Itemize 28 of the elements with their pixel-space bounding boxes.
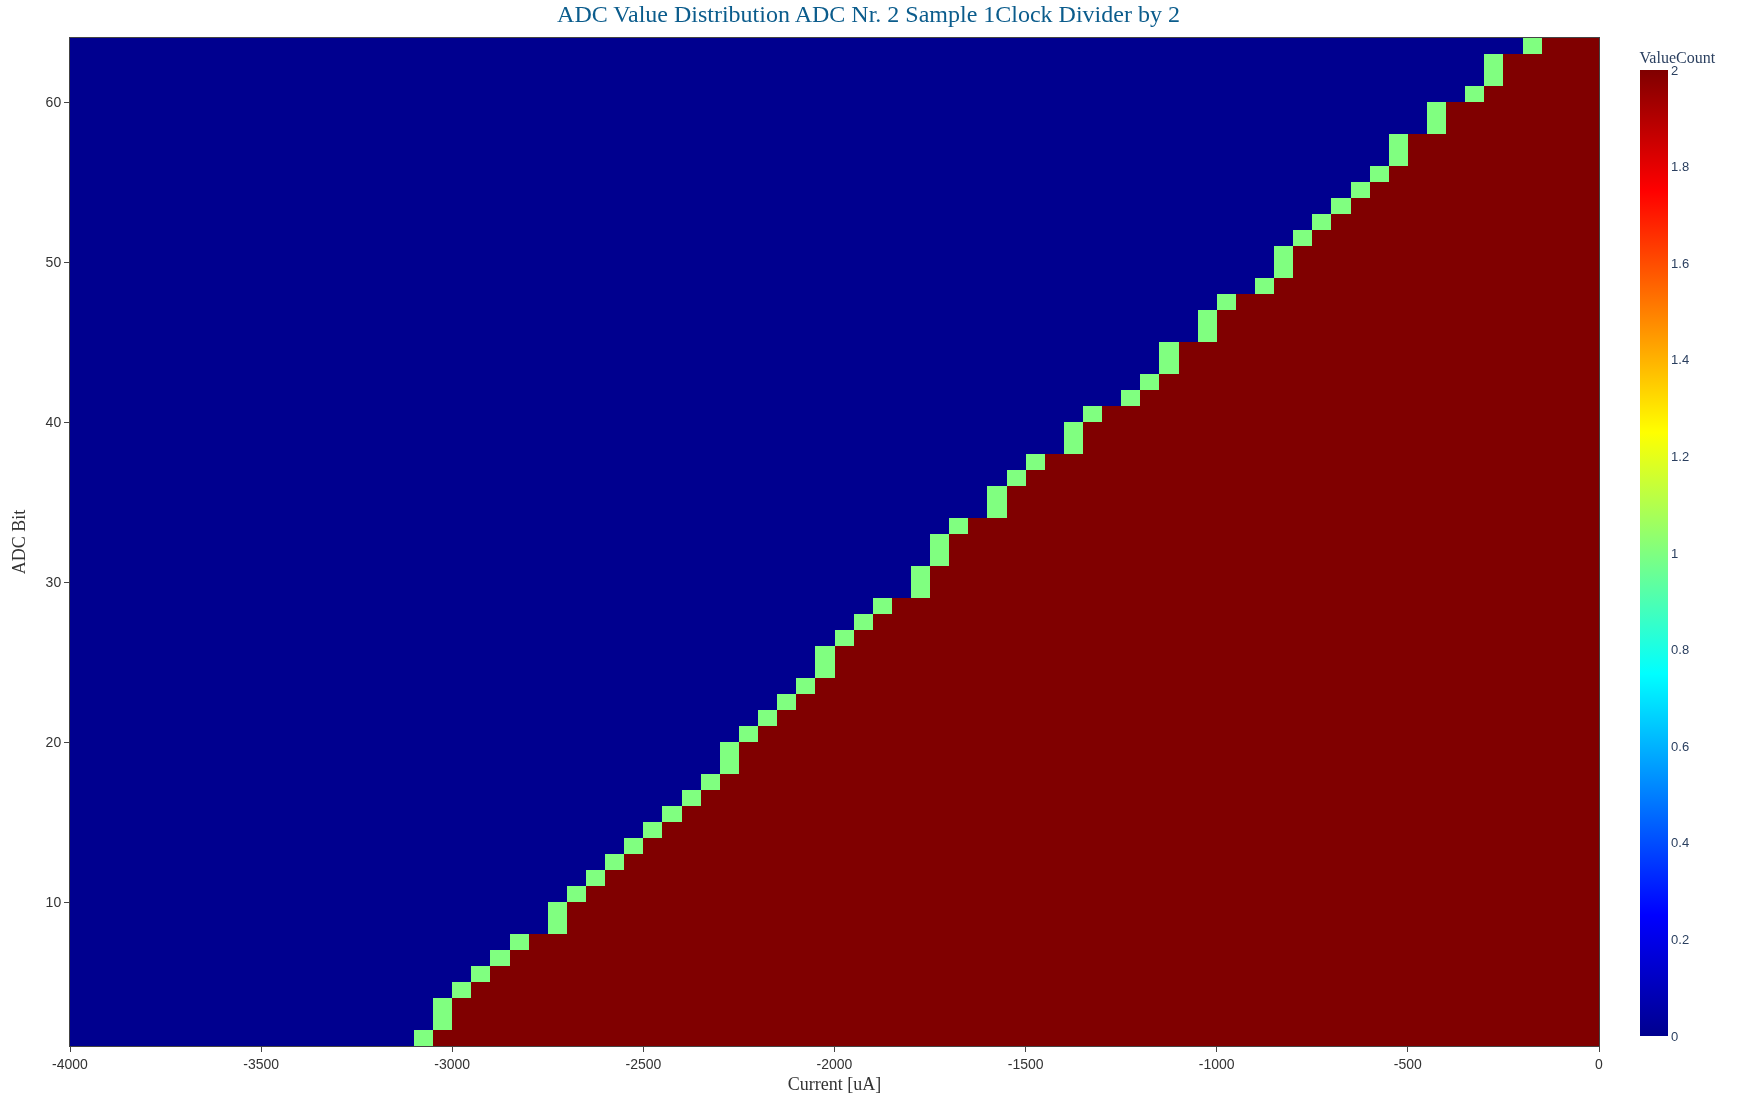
x-tick-label: -2500 <box>625 1055 662 1072</box>
color-bar-label: 1.2 <box>1671 448 1690 464</box>
y-tick-label: 10 <box>45 893 62 910</box>
color-bar-label: 0.2 <box>1671 931 1690 947</box>
color-bar-label: 1.4 <box>1671 352 1690 368</box>
color-bar-label: 1.6 <box>1671 255 1690 271</box>
x-tick-label: -1500 <box>1007 1055 1044 1072</box>
color-bar-label: 1.8 <box>1671 159 1690 175</box>
y-tick-label: 40 <box>45 413 62 430</box>
color-bar-label: 0.6 <box>1671 738 1690 754</box>
color-bar-label: 0.4 <box>1671 835 1690 851</box>
x-tick-label: 0 <box>1595 1055 1604 1072</box>
color-bar-label: 0.8 <box>1671 642 1690 658</box>
x-tick-label: -3000 <box>434 1055 471 1072</box>
color-bar-label: 1 <box>1671 545 1679 561</box>
y-tick-label: 60 <box>45 93 62 110</box>
y-tick-label: 20 <box>45 733 62 750</box>
x-tick-label: -500 <box>1393 1055 1423 1072</box>
x-tick-label: -2000 <box>816 1055 853 1072</box>
x-tick-label: -4000 <box>52 1055 89 1072</box>
x-tick-label: -1000 <box>1198 1055 1235 1072</box>
y-axis-title: ADC Bit <box>8 509 29 575</box>
y-tick-label: 50 <box>45 253 62 270</box>
chart-title: ADC Value Distribution ADC Nr. 2 Sample 1Clock Divider by 2 <box>557 1 1180 28</box>
x-tick-label: -3500 <box>243 1055 280 1072</box>
x-axis-title: Current [uA] <box>787 1073 882 1094</box>
y-tick-label: 30 <box>45 573 62 590</box>
color-bar-label: 0 <box>1671 1028 1679 1044</box>
